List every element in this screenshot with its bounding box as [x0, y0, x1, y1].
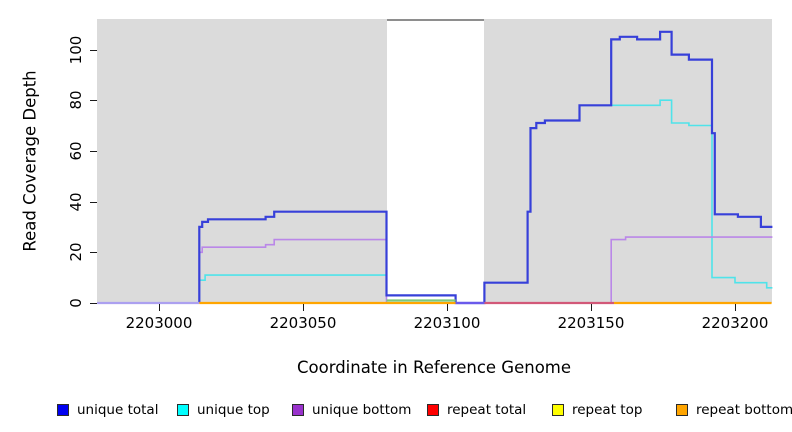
- legend-label: repeat total: [447, 402, 527, 418]
- x-tick-mark: [447, 304, 448, 311]
- y-tick-label: 0: [67, 298, 85, 308]
- legend-swatch-icon: [427, 404, 439, 416]
- x-tick-label: 2203100: [413, 314, 481, 332]
- x-tick-mark: [303, 304, 304, 311]
- x-tick-label: 2203000: [125, 314, 193, 332]
- series-line-unique-bottom: [198, 236, 773, 304]
- y-tick-mark: [90, 252, 97, 254]
- x-tick-mark: [159, 304, 160, 311]
- y-tick-mark: [90, 303, 97, 304]
- masked-region-top-border: [386, 19, 485, 21]
- y-tick-mark: [90, 201, 97, 203]
- x-tick-label: 2203150: [557, 314, 625, 332]
- legend-swatch-icon: [292, 404, 304, 416]
- legend-label: repeat bottom: [696, 402, 792, 418]
- y-tick-label: 40: [67, 192, 85, 212]
- x-tick-mark: [591, 304, 592, 311]
- masked-region: [386, 19, 485, 303]
- y-tick-label: 80: [67, 90, 85, 110]
- y-tick-mark: [90, 150, 97, 152]
- x-tick-mark: [735, 304, 736, 311]
- legend-swatch-icon: [57, 404, 69, 416]
- legend-label: unique total: [77, 402, 159, 418]
- y-tick-label: 100: [67, 35, 85, 64]
- y-tick-mark: [90, 49, 97, 51]
- legend-label: unique bottom: [312, 402, 412, 418]
- legend-label: unique top: [197, 402, 270, 418]
- legend-label: repeat top: [572, 402, 643, 418]
- legend-swatch-icon: [177, 404, 189, 416]
- y-axis-title: Read Coverage Depth: [20, 70, 40, 252]
- legend: unique total unique top unique bottom repea…: [0, 398, 792, 428]
- y-tick-mark: [90, 100, 97, 102]
- y-tick-label: 60: [67, 141, 85, 161]
- x-axis-title: Coordinate in Reference Genome: [296, 358, 572, 377]
- series-line-unique-total: [198, 30, 773, 305]
- x-tick-label: 2203200: [701, 314, 769, 332]
- legend-swatch-icon: [676, 404, 688, 416]
- series-line-unique-top: [198, 99, 773, 304]
- y-tick-label: 20: [67, 242, 85, 262]
- x-tick-label: 2203050: [269, 314, 337, 332]
- legend-swatch-icon: [552, 404, 564, 416]
